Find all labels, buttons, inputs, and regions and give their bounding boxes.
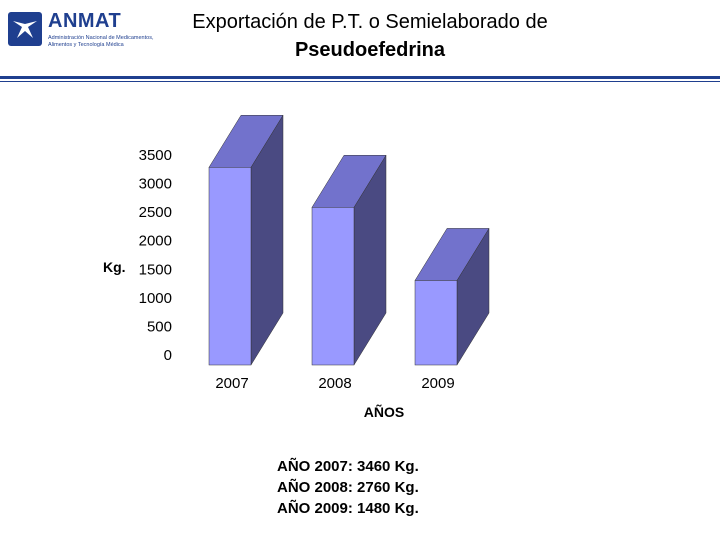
title-line-1: Exportación de P.T. o Semielaborado de	[192, 11, 548, 33]
page-title: Exportación de P.T. o Semielaborado de P…	[170, 8, 570, 64]
y-tick-label-2500: 2500	[139, 204, 172, 221]
y-tick-label-2000: 2000	[139, 233, 172, 250]
summary-line-2009: AÑO 2009: 1480 Kg.	[277, 500, 419, 517]
logo-subtitle: Administración Nacional de Medicamentos,…	[48, 35, 154, 48]
header-divider-thin	[0, 81, 720, 82]
x-tick-label-2007: 2007	[215, 375, 248, 392]
anmat-logo: ANMAT Administración Nacional de Medicam…	[8, 8, 158, 52]
y-tick-label-1000: 1000	[139, 290, 172, 307]
bar-2008	[311, 207, 355, 366]
bar-2009	[414, 280, 458, 366]
y-tick-label-1500: 1500	[139, 261, 172, 278]
x-tick-label-2009: 2009	[421, 375, 454, 392]
title-line-2: Pseudoefedrina	[294, 39, 446, 61]
anmat-emblem-icon	[8, 12, 42, 46]
bar-chart: 0 500 1000 1500 2000 2500 3000 3500 Kg. 2007 2008 2…	[103, 114, 490, 420]
y-axis-label: Kg.	[103, 259, 126, 275]
y-tick-label-0: 0	[164, 347, 172, 364]
x-tick-label-2008: 2008	[318, 375, 351, 392]
y-tick-label-3500: 3500	[139, 147, 172, 164]
summary-line-2008: AÑO 2008: 2760 Kg.	[277, 479, 419, 496]
header-divider-thick	[0, 76, 720, 79]
values-summary: AÑO 2007: 3460 Kg. AÑO 2008: 2760 Kg. AÑ…	[277, 456, 419, 519]
x-axis-label: AÑOS	[364, 403, 404, 420]
y-tick-label-3000: 3000	[139, 176, 172, 193]
y-tick-label-500: 500	[147, 318, 172, 335]
summary-line-2007: AÑO 2007: 3460 Kg.	[277, 458, 419, 475]
logo-brand-name: ANMAT	[48, 10, 122, 32]
bar-2007	[208, 167, 252, 366]
